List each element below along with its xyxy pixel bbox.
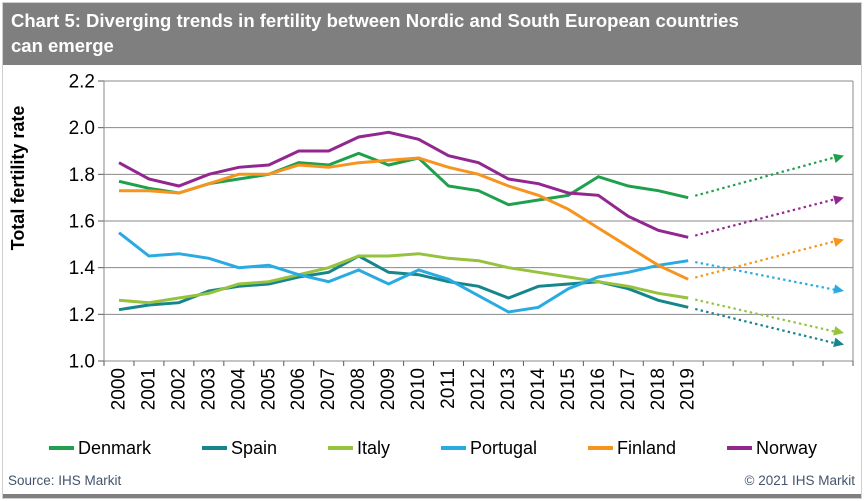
projection-arrowhead-norway	[833, 195, 844, 205]
legend-item-norway: Norway	[726, 438, 817, 458]
chart-title-line1: Chart 5: Diverging trends in fertility b…	[11, 10, 739, 31]
legend-swatch-finland	[587, 446, 613, 450]
bottom-strip	[3, 494, 861, 498]
y-tick-label: 1.2	[69, 305, 95, 326]
series-line-portugal	[118, 231, 689, 314]
x-tick-label: 2016	[588, 368, 609, 410]
x-tick-label: 2012	[468, 368, 489, 410]
projection-line-norway	[694, 196, 842, 237]
x-tick-label: 2011	[438, 368, 459, 409]
legend-label: Portugal	[469, 438, 537, 458]
y-axis-title: Total fertility rate	[8, 106, 28, 251]
x-tick-label: 2009	[378, 368, 399, 410]
chart-title-bar: Chart 5: Diverging trends in fertility b…	[3, 3, 861, 65]
y-tick-label: 2.2	[69, 72, 95, 93]
copyright-note: © 2021 IHS Markit	[744, 473, 856, 488]
x-tick-label: 2014	[528, 368, 549, 411]
x-tick-label: 2017	[618, 368, 639, 410]
x-tick-label: 2018	[648, 368, 669, 410]
x-tick-label: 2002	[168, 368, 189, 410]
legend-swatch-italy	[327, 446, 353, 450]
series-line-italy	[118, 252, 689, 305]
legend-item-portugal: Portugal	[440, 438, 537, 458]
projection-line-finland	[694, 238, 842, 279]
projection-line-italy	[694, 298, 842, 335]
x-tick-label: 2000	[108, 368, 129, 410]
legend-swatch-norway	[726, 446, 752, 450]
legend-label: Italy	[356, 438, 390, 458]
legend-item-spain: Spain	[201, 438, 278, 458]
x-tick-label: 2013	[498, 368, 519, 410]
legend-swatch-spain	[201, 446, 227, 450]
legend-label: Denmark	[78, 438, 152, 458]
legend-item-italy: Italy	[327, 438, 390, 458]
fertility-line-chart: 1.0 1.2 1.4 1.6 1.8 2.0 2.2 2000 2001 2002 2003 200…	[8, 72, 854, 411]
source-note: Source: IHS Markit	[8, 473, 122, 488]
y-tick-label: 1.8	[69, 165, 95, 186]
chart-title-line2: can emerge	[11, 35, 114, 56]
x-tick-label: 2019	[678, 368, 699, 410]
y-tick-label: 2.0	[69, 118, 95, 139]
x-tick-label: 2010	[408, 368, 429, 410]
projection-arrowhead-finland	[833, 237, 844, 247]
legend-swatch-denmark	[49, 446, 74, 450]
y-tick-label: 1.0	[69, 352, 95, 373]
projection-arrowhead-spain	[833, 337, 844, 347]
series-line-finland	[119, 156, 689, 281]
projection-arrowhead-portugal	[833, 284, 844, 294]
series-line-norway	[118, 130, 689, 239]
x-tick-label: 2015	[558, 368, 579, 410]
x-tick-label: 2003	[198, 368, 219, 410]
chart-footer: Source: IHS Markit © 2021 IHS Markit	[3, 463, 861, 488]
y-tick-label: 1.4	[69, 258, 96, 279]
x-tick-label: 2005	[258, 368, 279, 410]
x-tick-label: 2008	[348, 368, 369, 410]
x-tick-label: 2004	[228, 368, 249, 411]
projection-line-denmark	[694, 154, 842, 197]
projection-line-portugal	[695, 260, 842, 293]
y-tick-label: 1.6	[69, 212, 95, 233]
legend-label: Norway	[755, 438, 817, 458]
projection-arrowhead-italy	[833, 326, 844, 336]
projection-arrowhead-denmark	[833, 153, 844, 163]
legend-label: Spain	[230, 438, 278, 458]
legend-label: Finland	[616, 438, 676, 458]
x-tick-label: 2007	[318, 368, 339, 410]
x-tick-label: 2001	[138, 368, 159, 410]
projection-line-spain	[694, 307, 842, 346]
chart-legend: Denmark Spain Italy Portugal Finland Norway	[3, 433, 861, 463]
legend-swatch-portugal	[440, 446, 466, 450]
legend-item-finland: Finland	[587, 438, 676, 458]
x-tick-label: 2006	[288, 368, 309, 410]
legend-item-denmark: Denmark	[49, 439, 151, 457]
